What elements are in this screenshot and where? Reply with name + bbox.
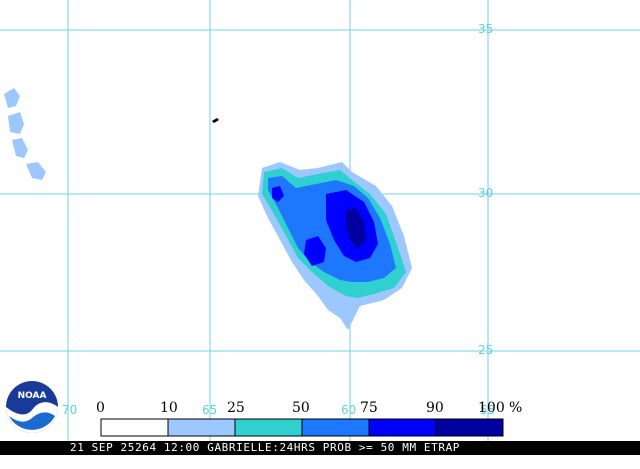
lat-label-30: 30 [478,186,494,200]
product-caption: 21 SEP 25264 12:00 GABRIELLE:24HRS PROB … [70,441,461,454]
contour-90 [346,208,366,248]
contour-75-west [272,186,284,202]
bermuda-outline [212,118,219,123]
scale-label-90: 90 [426,400,444,416]
color-scale-bar [100,418,504,437]
scale-label-75: 75 [360,400,378,416]
light-blue-patches-west [4,88,46,180]
noaa-logo-text: NOAA [18,391,47,401]
scale-label-50: 50 [292,400,310,416]
footer-bar: 21 SEP 25264 12:00 GABRIELLE:24HRS PROB … [0,441,640,455]
noaa-logo: NOAA [4,379,60,435]
lon-label-55: 55 [480,403,496,417]
lat-label-35: 35 [478,22,494,36]
scale-label-0: 0 [96,400,105,416]
scale-unit: % [509,400,523,416]
lat-label-25: 25 [478,343,494,357]
scale-label-100: 100 [478,400,505,416]
lon-label-65: 65 [202,403,218,417]
lon-label-70: 70 [62,403,78,417]
probability-map [0,0,640,441]
contour-75-south [304,236,326,266]
scale-label-10: 10 [160,400,178,416]
probability-contours [258,162,412,330]
scale-label-25: 25 [227,400,245,416]
lon-label-60: 60 [341,403,357,417]
